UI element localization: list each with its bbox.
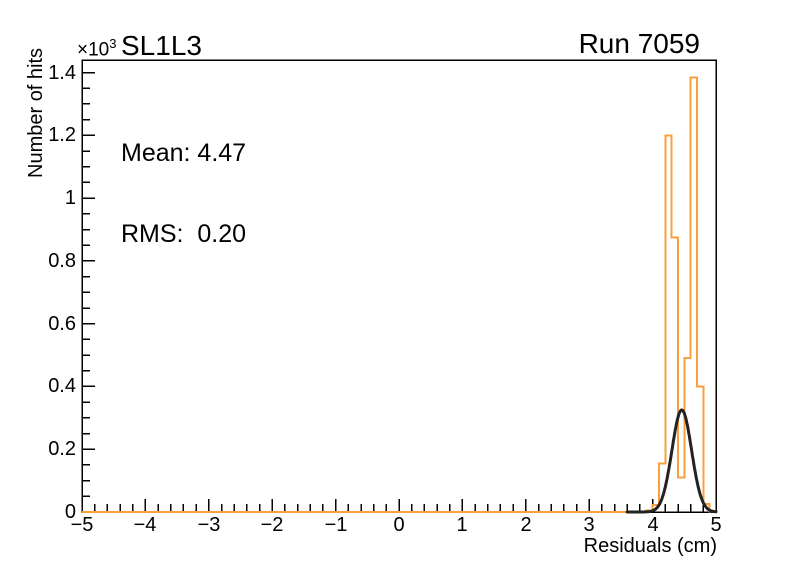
x-tick-label: 1 — [456, 514, 468, 536]
y-tick-label: 1 — [64, 187, 76, 209]
x-tick-label: −3 — [197, 514, 221, 536]
x-tick-label: 3 — [583, 514, 595, 536]
x-axis-title: Residuals (cm) — [583, 535, 717, 557]
y-tick-label: 0.8 — [48, 250, 76, 272]
x-tick-label: 5 — [710, 514, 722, 536]
x-tick-label: −5 — [70, 514, 94, 536]
y-tick-label: 0.4 — [48, 375, 76, 397]
axis-ticks — [81, 71, 717, 513]
plot-title: SL1L3 — [121, 30, 202, 61]
y-tick-label: 0.2 — [48, 438, 76, 460]
y-tick-label: 1.2 — [48, 124, 76, 146]
stats-box: Mean: 4.47 RMS: 0.20 — [121, 86, 246, 302]
y-tick-label: 0.6 — [48, 313, 76, 335]
fit-curve — [625, 408, 718, 514]
x-tick-label: 0 — [393, 514, 405, 536]
x-tick-label: 2 — [520, 514, 532, 536]
rms-text: RMS: 0.20 — [121, 220, 247, 248]
y-axis-exponent: ×103 — [77, 36, 116, 61]
x-tick-label: −1 — [324, 514, 348, 536]
y-tick-label: 0 — [64, 501, 76, 523]
x-tick-label: 4 — [647, 514, 659, 536]
mean-text: Mean: 4.47 — [121, 139, 247, 167]
x-tick-label: −2 — [260, 514, 284, 536]
y-tick-label: 1.4 — [48, 62, 76, 84]
exponent-power: 3 — [109, 36, 117, 51]
exponent-base: ×10 — [77, 39, 110, 61]
run-label: Run 7059 — [578, 28, 700, 59]
x-tick-label: −4 — [133, 514, 157, 536]
